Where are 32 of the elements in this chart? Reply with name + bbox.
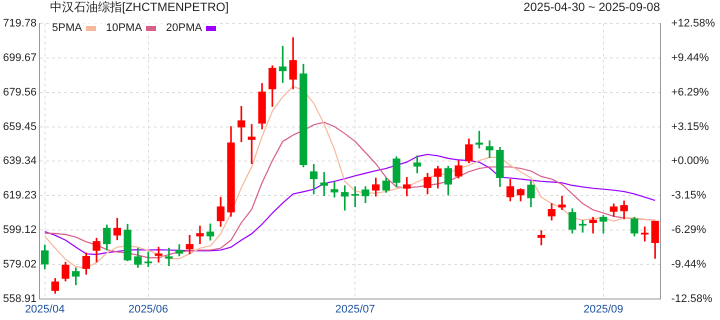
y-tick-label: 599.12 xyxy=(2,224,37,236)
y-tick-label: 719.78 xyxy=(2,18,37,30)
y2-tick-label: -3.15% xyxy=(671,190,706,202)
y2-tick-label: -12.58% xyxy=(671,292,712,305)
legend-label: 20PMA xyxy=(166,22,202,34)
chart-subtitle: 2025-04-30 ~ 2025-09-08 xyxy=(524,0,660,14)
y-tick-label: 579.02 xyxy=(2,258,37,270)
y-tick-label: 639.34 xyxy=(2,155,37,168)
candlestick xyxy=(558,196,566,210)
y2-tick-label: -6.29% xyxy=(671,224,706,236)
x-tick-label: 2025/09 xyxy=(583,303,624,316)
y-tick-label: 558.91 xyxy=(2,292,37,305)
x-tick-label: 2025/06 xyxy=(128,303,168,316)
y-tick-label: 619.23 xyxy=(2,190,37,202)
y-tick-label: 659.45 xyxy=(2,120,37,133)
candlestick xyxy=(165,248,173,266)
candlestick xyxy=(196,226,204,244)
y2-tick-label: +9.44% xyxy=(671,52,710,64)
y2-tick-label: +12.58% xyxy=(671,18,716,30)
y2-tick-label: +3.15% xyxy=(671,120,710,133)
chart-title: 中汉石油综指[ZHCTMENPETRO] xyxy=(50,0,229,14)
legend-label: 10PMA xyxy=(106,22,142,34)
y2-tick-label: +6.29% xyxy=(671,86,710,98)
legend-label: 5PMA xyxy=(52,22,82,34)
candlestick xyxy=(330,182,338,198)
x-tick-label: 2025/04 xyxy=(24,303,65,316)
x-tick-label: 2025/07 xyxy=(335,303,376,316)
candlestick xyxy=(589,216,597,234)
y2-tick-label: -9.44% xyxy=(671,258,706,270)
y2-tick-label: +0.00% xyxy=(671,155,710,168)
y-tick-label: 679.56 xyxy=(2,86,37,98)
y-tick-label: 699.67 xyxy=(2,52,37,64)
